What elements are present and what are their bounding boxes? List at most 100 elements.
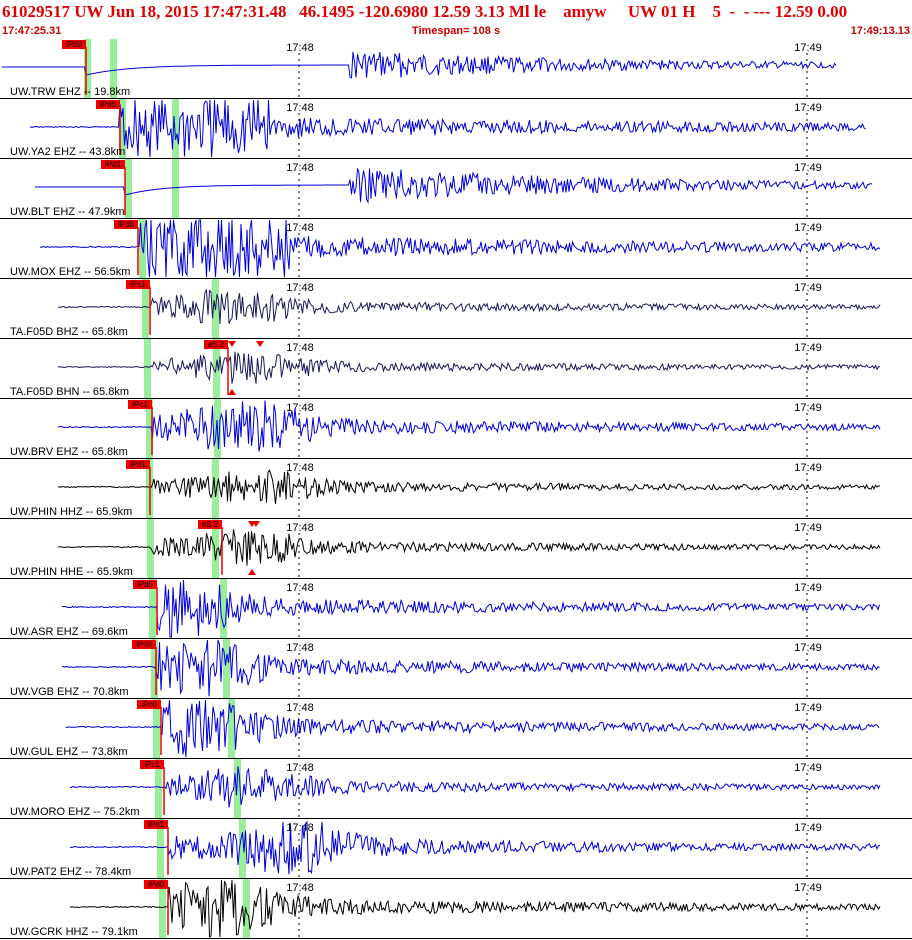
pick-label: iPd0 bbox=[137, 580, 154, 589]
pick-flag[interactable] bbox=[133, 580, 157, 589]
pick-flag[interactable] bbox=[140, 760, 164, 769]
time-tick-label: 17:49 bbox=[794, 42, 822, 54]
time-tick-label: 17:49 bbox=[794, 402, 822, 414]
pick-label: iPd1 bbox=[105, 160, 122, 169]
pick-flag[interactable] bbox=[128, 400, 152, 409]
time-tick-label: 17:48 bbox=[286, 162, 314, 174]
waveform-trace bbox=[2, 51, 837, 79]
event-header: 61029517 UW Jun 18, 2015 17:47:31.48 46.… bbox=[0, 0, 912, 40]
pick-band bbox=[153, 699, 160, 759]
station-label: UW.BRV EHZ -- 65.8km bbox=[10, 446, 128, 458]
pick-band bbox=[220, 579, 227, 639]
start-time-label: 17:47:25.31 bbox=[2, 25, 62, 37]
trace-row[interactable]: 17:48 17:49 iPd0 UW.YA2 EHZ -- 43.8km bbox=[0, 99, 912, 159]
pick-band bbox=[243, 879, 250, 939]
time-tick-label: 17:49 bbox=[794, 762, 822, 774]
time-tick-label: 17:49 bbox=[794, 102, 822, 114]
pick-band bbox=[159, 879, 166, 939]
station-label: UW.YA2 EHZ -- 43.8km bbox=[10, 146, 125, 158]
arrival-marker-icon bbox=[228, 341, 236, 347]
pick-label: eS 2 bbox=[208, 340, 225, 349]
waveform-trace bbox=[35, 168, 873, 205]
station-label: UW.VGB EHZ -- 70.8km bbox=[10, 686, 129, 698]
pick-band bbox=[110, 39, 117, 99]
waveform-trace bbox=[61, 579, 880, 638]
arrival-marker-icon bbox=[256, 341, 264, 347]
pick-band bbox=[147, 519, 154, 579]
time-tick-label: 17:48 bbox=[286, 642, 314, 654]
station-label: UW.BLT EHZ -- 47.9km bbox=[10, 206, 125, 218]
pick-band bbox=[144, 339, 151, 399]
pick-flag[interactable] bbox=[126, 280, 150, 289]
pick-band bbox=[228, 699, 235, 759]
station-label: TA.F05D BHZ -- 65.8km bbox=[10, 326, 128, 338]
arrival-marker-icon bbox=[228, 389, 236, 395]
trace-row[interactable]: 17:48 17:49 iPc0 UW.VGB EHZ -- 70.8km bbox=[0, 639, 912, 699]
pick-flag[interactable] bbox=[114, 220, 138, 229]
station-label: UW.PAT2 EHZ -- 78.4km bbox=[10, 866, 131, 878]
station-label: UW.GUL EHZ -- 73.8km bbox=[10, 746, 128, 758]
station-label: UW.TRW EHZ -- 19.8km bbox=[10, 86, 130, 98]
trace-row[interactable]: 17:48 17:49 eS 2 UW.PHIN HHE -- 65.9km bbox=[0, 519, 912, 579]
waveform-trace bbox=[61, 639, 880, 697]
trace-row[interactable]: 17:48 17:49 iPc0 UW.GUL EHZ -- 73.8km bbox=[0, 699, 912, 759]
pick-flag[interactable] bbox=[62, 40, 86, 49]
waveform-trace bbox=[69, 820, 881, 875]
seismogram-panel[interactable]: 17:48 17:49 iPd0 UW.TRW EHZ -- 19.8km 17:48 1… bbox=[0, 39, 912, 940]
trace-row[interactable]: 17:48 17:49 iPd0 UW.MOX EHZ -- 56.5km bbox=[0, 219, 912, 279]
time-tick-label: 17:48 bbox=[286, 342, 314, 354]
pick-flag[interactable] bbox=[126, 460, 150, 469]
trace-row[interactable]: 17:48 17:49 iPc1 TA.F05D BHZ -- 65.8km bbox=[0, 279, 912, 339]
time-tick-label: 17:48 bbox=[286, 402, 314, 414]
arrival-marker-icon bbox=[252, 521, 260, 527]
trace-row[interactable]: 17:48 17:49 eS 2 TA.F05D BHN -- 65.8km bbox=[0, 339, 912, 399]
pick-flag[interactable] bbox=[137, 700, 161, 709]
time-tick-label: 17:48 bbox=[286, 42, 314, 54]
pick-label: iPc1 bbox=[132, 400, 148, 409]
time-tick-label: 17:49 bbox=[794, 582, 822, 594]
pick-flag[interactable] bbox=[96, 100, 120, 109]
time-tick-label: 17:49 bbox=[794, 822, 822, 834]
pick-band bbox=[223, 639, 230, 699]
time-tick-label: 17:49 bbox=[794, 162, 822, 174]
waveform-trace bbox=[29, 99, 866, 158]
pick-label: iPc1 bbox=[130, 280, 146, 289]
pick-flag[interactable] bbox=[144, 820, 168, 829]
pick-band bbox=[155, 759, 162, 819]
time-tick-label: 17:49 bbox=[794, 702, 822, 714]
trace-row[interactable]: 17:48 17:49 iPd1 UW.PHIN HHZ -- 65.9km bbox=[0, 459, 912, 519]
time-tick-label: 17:48 bbox=[286, 882, 314, 894]
pick-flag[interactable] bbox=[204, 340, 228, 349]
pick-band bbox=[146, 399, 153, 459]
time-tick-label: 17:49 bbox=[794, 222, 822, 234]
waveform-trace bbox=[57, 529, 881, 566]
waveform-trace bbox=[69, 879, 881, 938]
trace-row[interactable]: 17:48 17:49 iPc1 UW.BRV EHZ -- 65.8km bbox=[0, 399, 912, 459]
waveform-trace bbox=[39, 219, 881, 278]
pick-label: iPc1 bbox=[144, 760, 160, 769]
station-label: UW.MORO EHZ -- 75.2km bbox=[10, 806, 140, 818]
pick-flag[interactable] bbox=[198, 520, 222, 529]
time-tick-label: 17:49 bbox=[794, 342, 822, 354]
trace-row[interactable]: 17:48 17:49 iPc1 UW.MORO EHZ -- 75.2km bbox=[0, 759, 912, 819]
trace-row[interactable]: 17:48 17:49 iPd0 UW.GCRK HHZ -- 79.1km bbox=[0, 879, 912, 939]
time-tick-label: 17:48 bbox=[286, 522, 314, 534]
trace-row[interactable]: 17:48 17:49 iPd0 UW.TRW EHZ -- 19.8km bbox=[0, 39, 912, 99]
pick-flag[interactable] bbox=[101, 160, 125, 169]
time-tick-label: 17:48 bbox=[286, 762, 314, 774]
pick-label: iPc0 bbox=[141, 700, 157, 709]
time-tick-label: 17:48 bbox=[286, 282, 314, 294]
time-tick-label: 17:49 bbox=[794, 642, 822, 654]
trace-row[interactable]: 17:48 17:49 iPd0 UW.ASR EHZ -- 69.6km bbox=[0, 579, 912, 639]
event-title: 61029517 UW Jun 18, 2015 17:47:31.48 46.… bbox=[2, 2, 848, 21]
pick-band bbox=[172, 99, 179, 159]
waveform-trace bbox=[57, 400, 881, 452]
pick-flag[interactable] bbox=[132, 640, 156, 649]
pick-label: iPc0 bbox=[136, 640, 152, 649]
pick-flag[interactable] bbox=[144, 880, 168, 889]
time-tick-label: 17:49 bbox=[794, 282, 822, 294]
station-label: UW.ASR EHZ -- 69.6km bbox=[10, 626, 128, 638]
trace-row[interactable]: 17:48 17:49 iPd1 UW.BLT EHZ -- 47.9km bbox=[0, 159, 912, 219]
